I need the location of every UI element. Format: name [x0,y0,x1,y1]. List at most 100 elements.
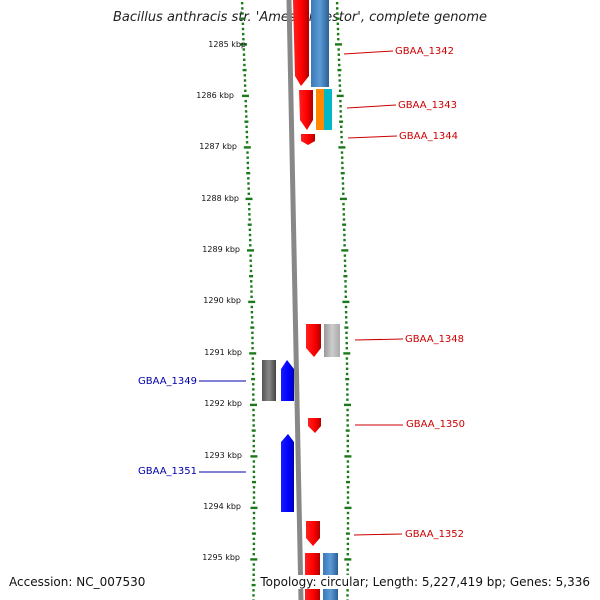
tick-mark [346,568,349,571]
tick-mark [335,43,342,46]
tick-mark [336,32,340,36]
tick-mark [250,305,253,309]
tick-mark [343,254,347,257]
tick-mark [252,511,256,515]
tick-mark [342,208,345,211]
tick-mark [246,151,249,154]
tick-mark [252,398,255,401]
tick-mark [243,79,247,82]
tick-mark [251,532,256,535]
gene-labels: GBAA_1342 GBAA_1343 GBAA_1344 GBAA_1348 … [138,46,465,540]
tick-mark [245,130,248,134]
tick-mark [341,249,349,252]
gene-arrow[interactable] [293,0,309,86]
gene-label: GBAA_1344 [399,131,458,142]
tick-mark [345,362,349,365]
tick-mark [252,573,255,576]
tick-mark [252,486,256,489]
gene-arrow[interactable] [308,418,321,433]
tick-mark [340,151,344,154]
gene-arrow[interactable] [306,324,321,357]
tick-mark [252,501,256,504]
tick-mark [346,537,350,540]
tick-mark [344,290,347,293]
gene-arrow[interactable] [306,521,320,546]
tick-mark [251,367,255,370]
tick-mark [250,558,258,561]
tick-mark [252,496,256,499]
tick-mark [337,38,340,41]
tick-mark [346,501,350,504]
genome-backbone [286,0,304,600]
tick-mark [340,135,343,139]
tick-mark [346,408,349,412]
tick-mark [251,341,254,345]
tick-mark [346,563,349,566]
tick-mark [251,321,254,324]
tick-mark [252,594,255,597]
cds-block[interactable] [324,89,332,130]
tick-mark [341,161,344,165]
tick-mark [346,547,350,551]
tick-mark [252,475,256,479]
tick-mark [343,259,347,262]
tick-mark [346,444,349,448]
gene-arrow[interactable] [301,134,315,145]
tick-mark [337,53,340,56]
tick-mark [251,347,254,350]
tick-mark [240,17,245,20]
tick-mark [252,568,255,571]
tick-mark [247,182,250,185]
tick-mark [251,377,256,381]
tick-mark [252,408,255,412]
tick-mark [344,455,352,458]
tick-mark [344,295,347,298]
tick-mark [246,166,250,170]
tick-mark [346,475,350,479]
tick-mark [249,238,252,242]
tick-mark [344,506,352,510]
cds-block[interactable] [311,0,329,87]
gene-label: GBAA_1342 [395,46,454,57]
tick-mark [252,444,255,448]
tick-mark [346,460,350,463]
tick-mark [338,89,342,92]
tick-mark [346,419,349,422]
tick-mark [252,480,256,484]
tick-mark [251,372,255,376]
tick-mark [344,269,347,273]
cds-block[interactable] [262,360,276,401]
cds-block[interactable] [316,89,325,130]
tick-mark [337,48,340,51]
tick-mark [346,486,350,489]
gene-arrow[interactable] [281,360,294,401]
ruler-label: 1288 kbp [201,194,239,203]
tick-mark [247,249,254,252]
tick-mark [342,300,350,304]
tick-mark [252,383,255,386]
cds-block[interactable] [324,324,340,357]
tick-mark [341,182,345,185]
tick-mark [346,573,349,576]
tick-mark [242,48,245,51]
ruler-label: 1286 kbp [196,91,234,100]
tick-mark [250,506,258,510]
tick-mark [344,558,352,561]
tick-mark [245,141,249,144]
tick-mark [346,388,349,391]
gene-arrow[interactable] [281,434,294,512]
tick-mark [338,146,346,149]
tick-mark [250,403,257,407]
tick-mark [339,197,347,201]
tick-mark [340,125,343,128]
gene-arrow[interactable] [299,90,313,130]
tick-mark [342,218,346,221]
tick-mark [343,275,348,278]
tick-mark [343,233,346,237]
tick-mark [342,223,347,226]
tick-mark [252,450,256,453]
tick-mark [252,434,255,437]
tick-mark [248,228,252,231]
gene-label: GBAA_1343 [398,100,457,111]
tick-mark [247,202,251,206]
